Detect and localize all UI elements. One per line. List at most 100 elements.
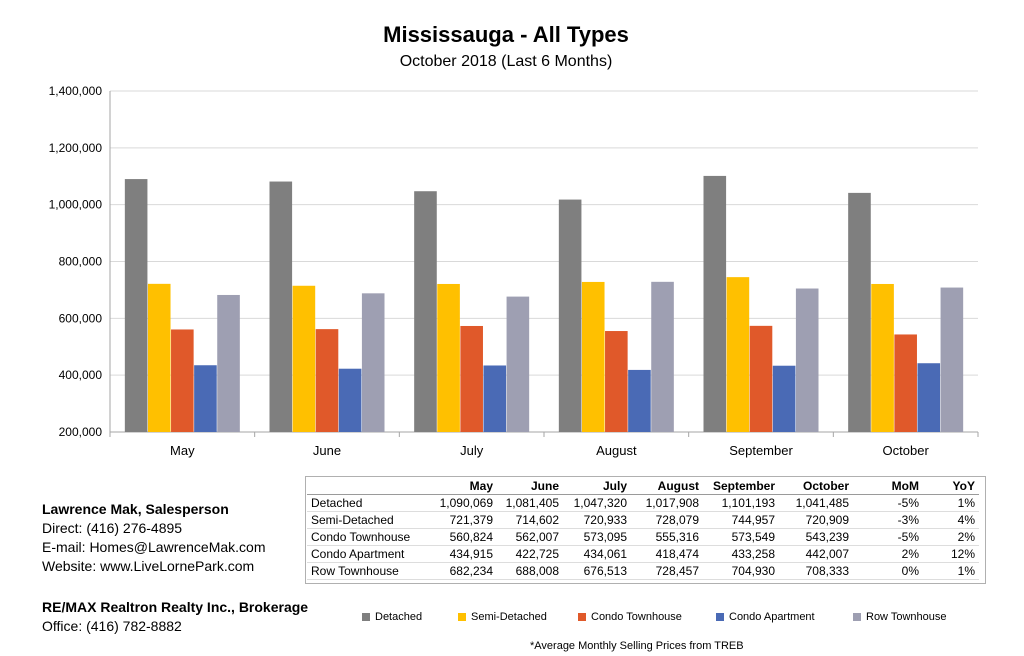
- legend-swatch: [362, 613, 370, 621]
- contact-block: Lawrence Mak, Salesperson Direct: (416) …: [42, 500, 266, 576]
- table-cell: 562,007: [497, 528, 563, 546]
- table-cell: 688,008: [497, 562, 563, 580]
- table-cell: 442,007: [779, 545, 853, 563]
- data-table: May June July August September October M…: [307, 478, 979, 580]
- table-cell: 704,930: [703, 562, 779, 580]
- table-header-cell: August: [631, 478, 703, 495]
- table-header-cell: July: [563, 478, 631, 495]
- table-cell: Detached: [307, 494, 423, 512]
- bar: [940, 287, 964, 432]
- x-tick-label: July: [460, 443, 484, 458]
- legend-swatch: [853, 613, 861, 621]
- legend-label: Semi-Detached: [471, 611, 547, 623]
- table-cell: 4%: [923, 511, 979, 529]
- bar: [124, 179, 148, 432]
- table-cell: 1,047,320: [563, 494, 631, 512]
- legend-item-condo-townhouse: Condo Townhouse: [578, 611, 682, 623]
- y-tick-label: 400,000: [59, 368, 103, 382]
- table-cell: 744,957: [703, 511, 779, 529]
- x-tick-label: September: [729, 443, 793, 458]
- table-row: Row Townhouse 682,234 688,008 676,513 72…: [307, 562, 979, 580]
- legend-label: Condo Townhouse: [591, 611, 682, 623]
- brokerage-name: RE/MAX Realtron Realty Inc., Brokerage: [42, 599, 309, 615]
- bar: [269, 181, 293, 432]
- table-cell: 12%: [923, 545, 979, 563]
- bar: [361, 293, 385, 432]
- y-tick-label: 800,000: [59, 255, 103, 269]
- table-cell: 418,474: [631, 545, 703, 563]
- table-row: Condo Apartment 434,915 422,725 434,061 …: [307, 545, 979, 563]
- table-cell: 434,061: [563, 545, 631, 563]
- table-header-cell: [307, 478, 423, 495]
- table-cell: 714,602: [497, 511, 563, 529]
- table-cell: 1%: [923, 494, 979, 512]
- table-cell: 676,513: [563, 562, 631, 580]
- bar: [217, 294, 240, 432]
- bar: [437, 283, 460, 432]
- y-tick-label: 1,000,000: [49, 198, 103, 212]
- table-cell: 543,239: [779, 528, 853, 546]
- legend-swatch: [458, 613, 466, 621]
- table-cell: 720,909: [779, 511, 853, 529]
- bar: [749, 325, 773, 432]
- bar: [414, 191, 437, 432]
- legend-swatch: [716, 613, 724, 621]
- table-cell: 555,316: [631, 528, 703, 546]
- table-cell: 573,095: [563, 528, 631, 546]
- legend-item-detached: Detached: [362, 611, 422, 623]
- y-tick-label: 1,400,000: [49, 84, 103, 98]
- table-cell: 1,081,405: [497, 494, 563, 512]
- bar: [894, 334, 917, 432]
- table-cell: 2%: [923, 528, 979, 546]
- brokerage-block: RE/MAX Realtron Realty Inc., Brokerage O…: [42, 598, 308, 636]
- bar: [605, 331, 628, 432]
- legend-label: Row Townhouse: [866, 611, 947, 623]
- table-row: Semi-Detached 721,379 714,602 720,933 72…: [307, 511, 979, 529]
- table-cell: 1,101,193: [703, 494, 779, 512]
- bar: [506, 296, 530, 432]
- legend-item-row-townhouse: Row Townhouse: [853, 611, 947, 623]
- bar: [147, 283, 171, 432]
- table-cell: 1,017,908: [631, 494, 703, 512]
- table-cell: 0%: [853, 562, 923, 580]
- table-header-cell: May: [423, 478, 497, 495]
- legend-swatch: [578, 613, 586, 621]
- table-cell: 728,079: [631, 511, 703, 529]
- x-tick-label: August: [596, 443, 637, 458]
- table-cell: -5%: [853, 494, 923, 512]
- agent-direct-phone: Direct: (416) 276-4895: [42, 520, 183, 536]
- table-header-row: May June July August September October M…: [307, 478, 979, 495]
- table-cell: 1%: [923, 562, 979, 580]
- table-cell: Row Townhouse: [307, 562, 423, 580]
- y-tick-label: 1,200,000: [49, 141, 103, 155]
- table-cell: Condo Apartment: [307, 545, 423, 563]
- table-row: Detached 1,090,069 1,081,405 1,047,320 1…: [307, 494, 979, 512]
- table-cell: -3%: [853, 511, 923, 529]
- legend-label: Detached: [375, 611, 423, 623]
- legend-label: Condo Apartment: [729, 611, 815, 623]
- bar: [628, 369, 651, 432]
- legend-item-semi-detached: Semi-Detached: [458, 611, 547, 623]
- table-cell: 721,379: [423, 511, 497, 529]
- table-cell: 1,090,069: [423, 494, 497, 512]
- chart-subtitle: October 2018 (Last 6 Months): [399, 53, 613, 70]
- bar: [651, 281, 674, 432]
- bar: [703, 175, 727, 432]
- table-cell: Condo Townhouse: [307, 528, 423, 546]
- table-cell: 682,234: [423, 562, 497, 580]
- table-cell: 708,333: [779, 562, 853, 580]
- bar: [917, 363, 941, 432]
- table-header-cell: MoM: [853, 478, 923, 495]
- table-row: Condo Townhouse 560,824 562,007 573,095 …: [307, 528, 979, 546]
- table-cell: 422,725: [497, 545, 563, 563]
- x-tick-label: June: [313, 443, 341, 458]
- bar: [292, 285, 316, 432]
- bar: [338, 368, 362, 432]
- bar: [483, 365, 507, 432]
- table-header-cell: October: [779, 478, 853, 495]
- table-cell: -5%: [853, 528, 923, 546]
- bar: [558, 199, 582, 432]
- table-cell: 1,041,485: [779, 494, 853, 512]
- legend-item-condo-apartment: Condo Apartment: [716, 611, 815, 623]
- bar: [460, 325, 483, 432]
